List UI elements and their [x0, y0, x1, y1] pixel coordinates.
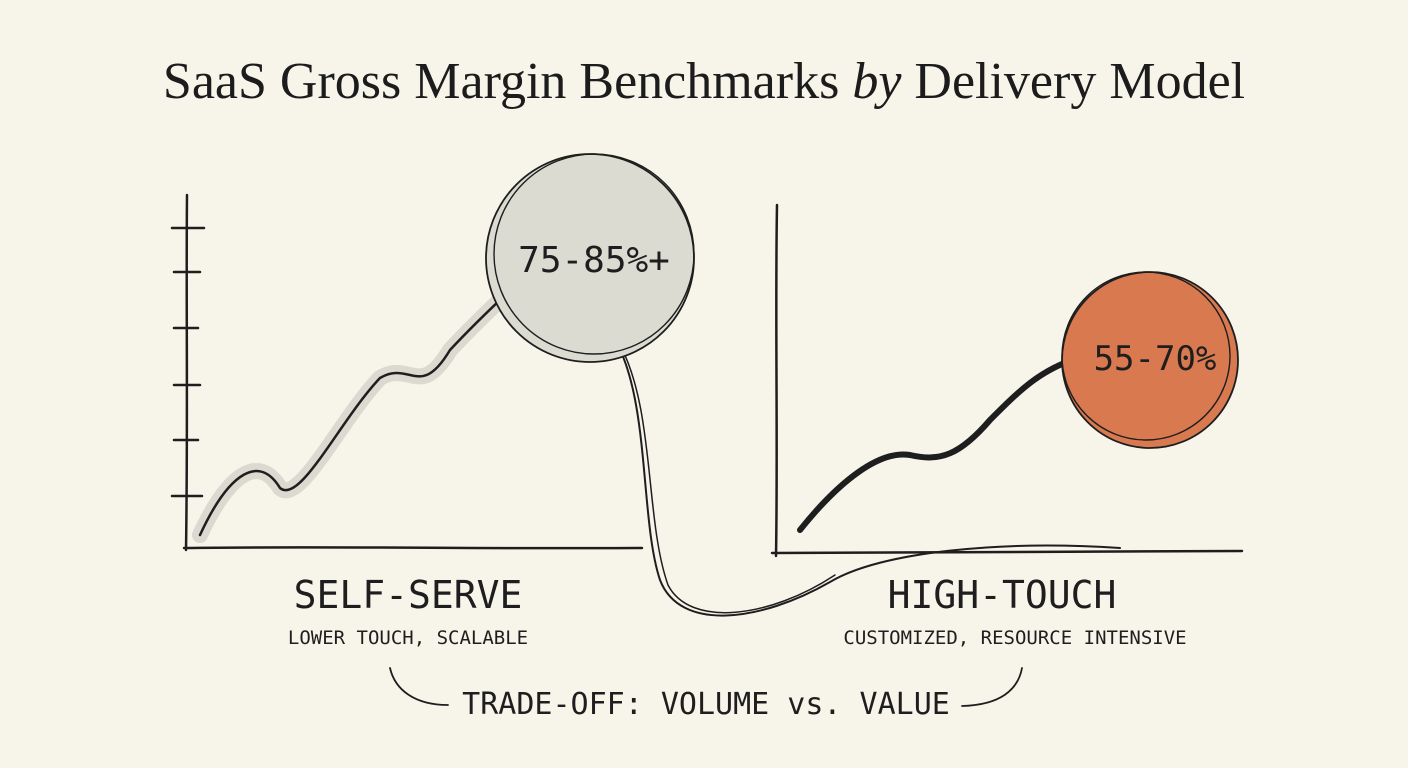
- title-italic: by: [852, 53, 902, 110]
- badge-fill: [1062, 272, 1238, 448]
- panel-label: SELF-SERVE: [294, 573, 523, 617]
- bracket-left: [389, 667, 449, 706]
- right-curve: [797, 355, 1081, 533]
- panel-sublabel: LOWER TOUCH, SCALABLE: [288, 627, 528, 649]
- left-curve: [198, 283, 518, 537]
- bracket-right: [961, 667, 1023, 707]
- connector: [614, 339, 1121, 617]
- badge-label: 55-70%: [1094, 339, 1217, 379]
- title-tail: Delivery Model: [914, 53, 1245, 110]
- badge-fill: [486, 154, 694, 362]
- right-axes: [770, 203, 1244, 558]
- badge-outline: [1061, 271, 1231, 441]
- left-axes: [170, 193, 644, 552]
- footer: TRADE-OFF: VOLUME vs. VALUE: [462, 687, 950, 722]
- badge-outline: [493, 153, 695, 355]
- panel-sublabel: CUSTOMIZED, RESOURCE INTENSIVE: [843, 627, 1186, 649]
- badge-label: 75-85%+: [518, 240, 670, 281]
- panel-label: HIGH-TOUCH: [888, 573, 1117, 617]
- title-lead: SaaS Gross Margin Benchmarks: [163, 53, 839, 110]
- title: SaaS Gross Margin Benchmarks by Delivery…: [163, 53, 1245, 110]
- connector-echo: [619, 344, 836, 614]
